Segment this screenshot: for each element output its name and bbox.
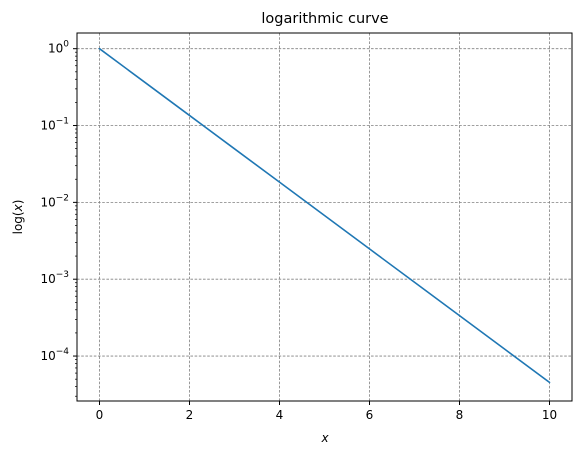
x-tick-label: 0 — [96, 408, 104, 422]
x-tick-label: 8 — [456, 408, 464, 422]
y-tick-label: 100 — [48, 40, 69, 56]
x-tick-label: 10 — [542, 408, 557, 422]
x-tick-label: 4 — [276, 408, 284, 422]
x-tick-label: 6 — [366, 408, 374, 422]
y-tick-label: 10−2 — [40, 193, 69, 209]
plot-frame — [76, 32, 573, 402]
x-tick-label: 2 — [186, 408, 194, 422]
y-tick-label: 10−4 — [40, 347, 69, 363]
y-axis-label: log(x) — [11, 200, 25, 235]
chart-title: logarithmic curve — [261, 11, 388, 27]
y-tick-label: 10−3 — [40, 270, 69, 286]
series-line — [98, 47, 551, 384]
x-axis-label: x — [320, 431, 329, 445]
y-tick-label: 10−1 — [40, 117, 69, 133]
